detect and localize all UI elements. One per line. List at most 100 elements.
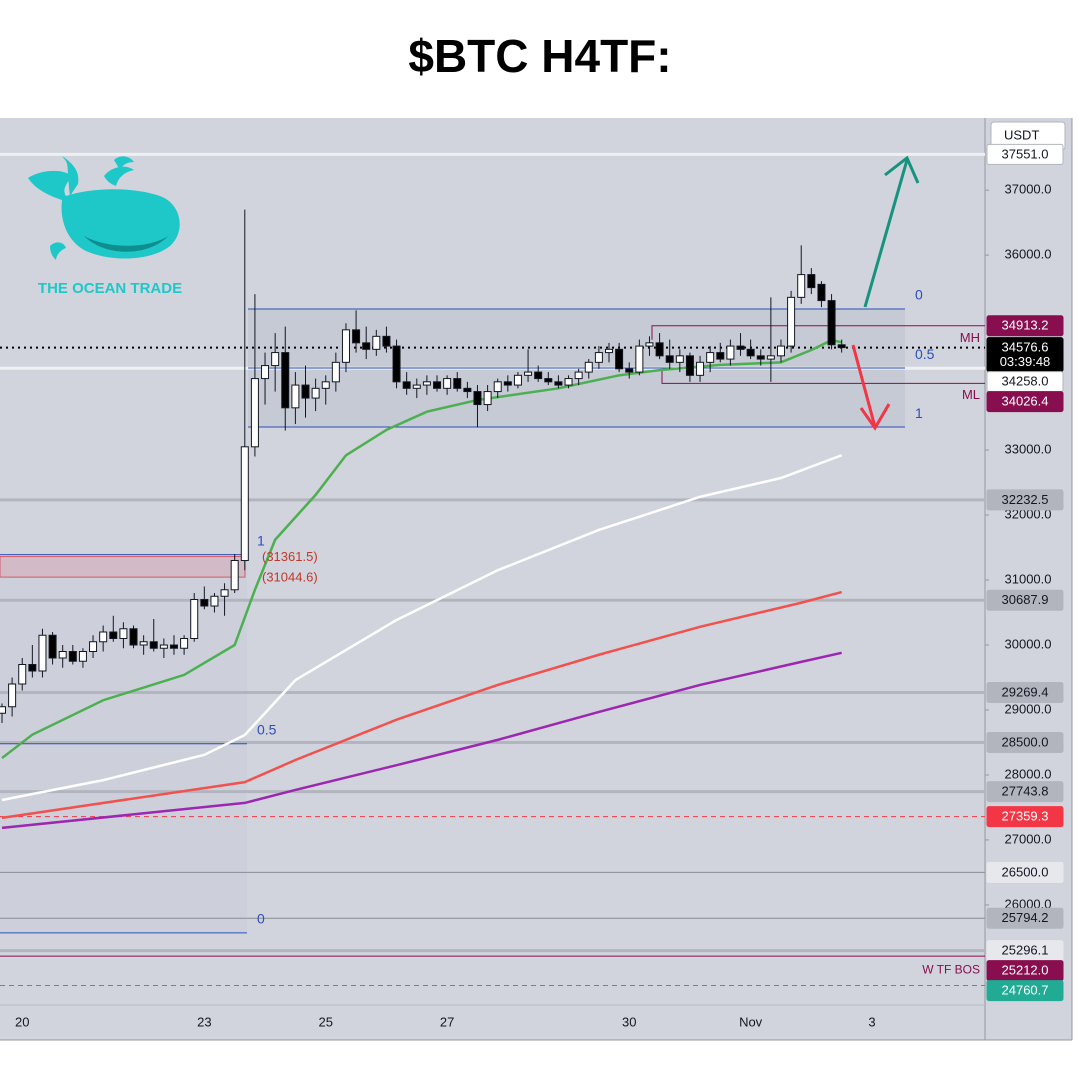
- candle-body: [382, 335, 391, 347]
- candle-body: [746, 348, 755, 357]
- candle-body: [463, 387, 472, 393]
- y-tick-label: 28000.0: [1005, 766, 1052, 781]
- candle-body: [685, 355, 694, 376]
- down-arrow: [851, 344, 877, 428]
- candle-body: [837, 344, 846, 349]
- price-label-box: [986, 681, 1064, 703]
- candle-body: [159, 644, 168, 649]
- candle-body: [797, 274, 806, 298]
- candle-body: [625, 368, 634, 373]
- price-label-box: [986, 980, 1064, 1002]
- fib-label: 0: [915, 287, 923, 303]
- candle-body: [594, 352, 603, 363]
- candle-body: [412, 384, 421, 389]
- price-label: 25212.0: [1002, 963, 1049, 978]
- countdown: 03:39:48: [1000, 354, 1051, 369]
- candle-body: [493, 381, 502, 393]
- price-label: 27359.3: [1002, 809, 1049, 824]
- up-arrow-head: [884, 155, 920, 184]
- candle-body: [38, 634, 47, 672]
- chart-title: $BTC H4TF:: [408, 30, 671, 82]
- whale-tail: [62, 156, 79, 196]
- candle-body: [68, 650, 77, 662]
- candle-body: [574, 371, 583, 380]
- y-tick-label: 26000.0: [1005, 896, 1052, 911]
- candle-body: [503, 381, 512, 386]
- candle-body: [554, 381, 563, 386]
- bos-label: W TF BOS: [922, 962, 980, 976]
- candle-body: [392, 345, 401, 383]
- price-label: 29269.4: [1002, 684, 1049, 699]
- candle-body: [99, 631, 108, 643]
- x-tick-label: 25: [318, 1014, 332, 1029]
- price-label: 25794.2: [1002, 910, 1049, 925]
- candle-body: [665, 355, 674, 363]
- x-tick-label: 30: [622, 1014, 636, 1029]
- candle-body: [190, 599, 199, 640]
- logo: THE OCEAN TRADE: [28, 156, 182, 297]
- candle-body: [483, 391, 492, 406]
- candle-body: [230, 560, 239, 591]
- whale-belly: [84, 236, 168, 252]
- candle-body: [807, 274, 816, 289]
- price-label: 34576.6: [1002, 340, 1049, 355]
- moving-average: [1, 454, 843, 802]
- candle-body: [149, 641, 158, 649]
- fib-label: 0.5: [257, 721, 277, 737]
- small-fish: [50, 242, 66, 260]
- candle-body: [615, 348, 624, 370]
- candle-body: [787, 296, 796, 347]
- currency-label: USDT: [1004, 127, 1039, 142]
- candle-body: [281, 352, 290, 409]
- price-label-box: [986, 806, 1064, 828]
- y-tick-label: 37000.0: [1005, 182, 1052, 197]
- candle-body: [341, 329, 350, 363]
- candle-body: [89, 641, 98, 652]
- whale-body: [28, 170, 180, 259]
- candle-body: [109, 631, 118, 640]
- y-tick-label: 31000.0: [1005, 571, 1052, 586]
- price-label: 34026.4: [1002, 394, 1049, 409]
- candle-body: [261, 365, 270, 380]
- price-label-box: [986, 391, 1064, 413]
- candle-body: [443, 378, 452, 389]
- mh-line: [651, 325, 985, 340]
- candle-body: [766, 355, 775, 360]
- candle-body: [271, 352, 280, 367]
- candle-body: [119, 628, 128, 640]
- ml-line: [661, 369, 985, 384]
- candle-body: [605, 348, 613, 354]
- x-tick-label: 3: [868, 1014, 875, 1029]
- x-tick-label: 23: [197, 1014, 211, 1029]
- price-label-box: [986, 489, 1064, 511]
- candle-body: [584, 361, 593, 373]
- price-label-box: [986, 315, 1064, 337]
- candle-body: [513, 374, 522, 386]
- candle-body: [78, 650, 87, 662]
- candle-body: [129, 628, 138, 646]
- candle-body: [726, 345, 735, 360]
- candle-body: [240, 446, 249, 562]
- candle-body: [0, 706, 6, 714]
- candle-body: [180, 638, 189, 649]
- candle-body: [534, 371, 543, 380]
- candle-body: [402, 381, 411, 389]
- price-label: 37551.0: [1002, 146, 1049, 161]
- candle-body: [473, 391, 482, 406]
- fish: [114, 156, 134, 170]
- ml-label: ML: [962, 387, 980, 402]
- range-label: (31044.6): [262, 570, 318, 585]
- y-tick-label: 33000.0: [1005, 441, 1052, 456]
- candle-body: [645, 342, 654, 347]
- plot-bg: [0, 118, 1072, 1040]
- price-label: 34258.0: [1002, 374, 1049, 389]
- fish: [104, 166, 134, 186]
- candle-body: [776, 345, 785, 357]
- fib-label: 1: [915, 405, 923, 421]
- price-label: 32232.5: [1002, 492, 1049, 507]
- candle-body: [756, 355, 765, 360]
- candle-body: [220, 589, 229, 597]
- price-label: 24760.7: [1002, 983, 1049, 998]
- candle-body: [139, 641, 148, 646]
